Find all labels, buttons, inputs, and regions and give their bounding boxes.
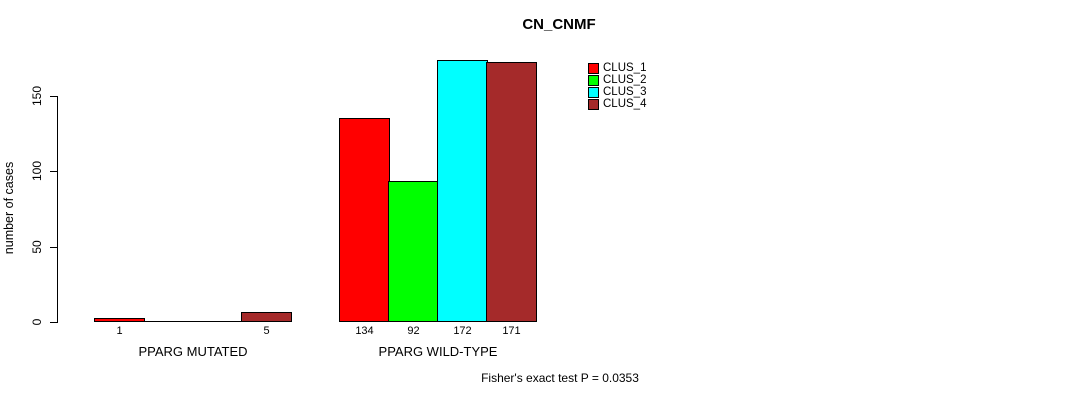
y-tick-line-150 (50, 96, 57, 97)
legend-swatch-icon (588, 74, 599, 86)
y-tick-line-100 (50, 171, 57, 172)
bar-CLUS_3-pparg-wild-type (437, 60, 488, 322)
legend-swatch-icon (588, 98, 599, 110)
legend-swatch-icon (588, 62, 599, 74)
legend-item-clus_4: CLUS_4 (588, 98, 646, 110)
bar-value-label: 5 (263, 325, 270, 337)
group-label-pparg-wild-type: PPARG WILD-TYPE (378, 344, 498, 359)
legend-item-clus_1: CLUS_1 (588, 62, 646, 74)
legend-item-clus_3: CLUS_3 (588, 86, 646, 98)
bar-value-label: 92 (407, 325, 420, 337)
chart-title: CN_CNMF (522, 16, 596, 33)
bar-value-label: 1 (116, 325, 123, 337)
bar-CLUS_2-pparg-mutated (143, 321, 194, 322)
y-tick-line-50 (50, 247, 57, 248)
bar-CLUS_3-pparg-mutated (192, 321, 243, 322)
legend: CLUS_1 CLUS_2 CLUS_3 CLUS_4 (588, 62, 646, 110)
bar-CLUS_4-pparg-mutated (241, 312, 292, 322)
bar-CLUS_1-pparg-mutated (94, 318, 145, 322)
legend-item-clus_2: CLUS_2 (588, 74, 646, 86)
bar-value-label: 134 (355, 325, 374, 337)
y-axis-line (57, 96, 58, 323)
y-tick-label-100: 100 (30, 160, 44, 182)
y-tick-label-50: 50 (30, 240, 44, 254)
bar-value-label: 171 (502, 325, 521, 337)
legend-swatch-icon (588, 86, 599, 98)
group-label-pparg-mutated: PPARG MUTATED (138, 344, 248, 359)
y-tick-label-0: 0 (30, 318, 44, 326)
y-tick-line-0 (50, 322, 57, 323)
legend-label: CLUS_2 (603, 74, 647, 86)
bar-value-label: 172 (453, 325, 472, 337)
legend-label: CLUS_4 (603, 98, 647, 110)
stat-test-label: Fisher's exact test P = 0.0353 (481, 371, 639, 385)
bar-CLUS_2-pparg-wild-type (388, 181, 439, 322)
bar-CLUS_4-pparg-wild-type (486, 62, 537, 322)
legend-label: CLUS_1 (603, 62, 647, 74)
y-tick-label-150: 150 (30, 85, 44, 107)
y-axis-title: number of cases (2, 161, 16, 255)
legend-label: CLUS_3 (603, 86, 647, 98)
bar-CLUS_1-pparg-wild-type (339, 118, 390, 322)
